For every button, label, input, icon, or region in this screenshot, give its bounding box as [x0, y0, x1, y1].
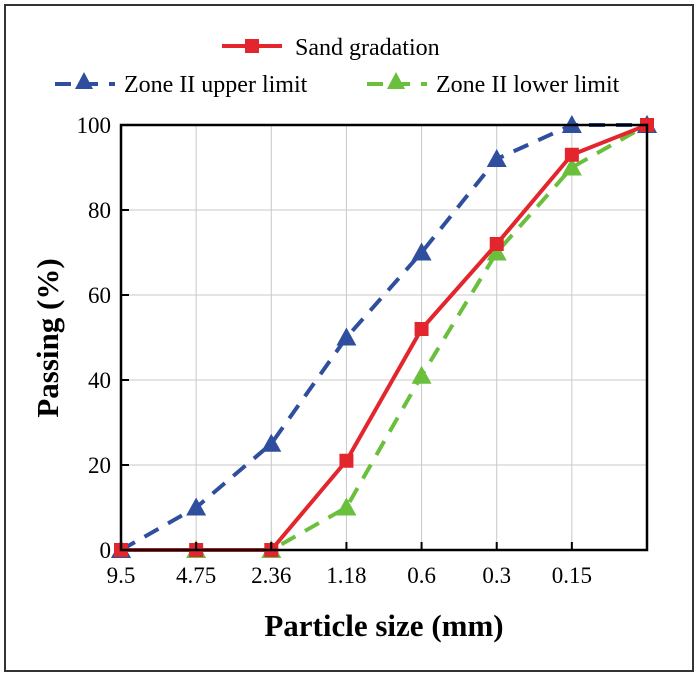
data-point-zone-ii-lower-limit [486, 242, 507, 261]
data-point-sand-gradation [339, 453, 354, 468]
data-point-zone-ii-upper-limit [186, 497, 207, 516]
series-line-zone-ii-lower-limit [121, 123, 648, 552]
legend-label-zone-ii-lower-limit: Zone II lower limit [436, 72, 620, 98]
plot-border [119, 123, 649, 552]
data-point-zone-ii-lower-limit [561, 157, 582, 176]
data-point-zone-ii-lower-limit [336, 497, 357, 516]
y-tick-label: 100 [77, 113, 112, 138]
data-point-sand-gradation [489, 237, 504, 251]
data-point-zone-ii-upper-limit [486, 149, 507, 167]
grid-lines [121, 125, 647, 550]
legend-entry-zone-ii-lower-limit: Zone II lower limit [367, 72, 620, 98]
legend-label-sand-gradation: Sand gradation [295, 35, 440, 61]
x-tick-label: 9.5 [107, 563, 136, 588]
series-line-sand-gradation [121, 123, 648, 552]
legend-marker-sand-gradation [245, 39, 259, 53]
x-tick-label: 2.36 [251, 563, 291, 588]
x-tick-label: 4.75 [176, 563, 216, 588]
series-line-zone-ii-upper-limit [120, 123, 647, 552]
data-point-zone-ii-lower-limit [411, 365, 432, 384]
y-tick-label: 40 [88, 368, 111, 393]
x-tick-label: 0.6 [407, 563, 436, 588]
data-point-zone-ii-upper-limit [336, 327, 357, 346]
y-tick-label: 20 [88, 453, 111, 478]
legend-marker-zone-ii-lower-limit [387, 72, 405, 89]
x-tick-label: 1.18 [326, 563, 366, 588]
series-layer [111, 115, 657, 558]
data-point-sand-gradation [564, 147, 579, 162]
legend: Sand gradation Zone II upper limit Zone … [55, 35, 620, 98]
legend-marker-zone-ii-upper-limit [75, 72, 93, 89]
y-tick-label: 80 [88, 198, 111, 223]
data-point-sand-gradation [414, 322, 429, 336]
data-point-zone-ii-upper-limit [261, 433, 282, 452]
legend-label-zone-ii-upper-limit: Zone II upper limit [124, 72, 308, 98]
y-axis-title: Passing (%) [30, 258, 65, 417]
legend-entry-sand-gradation: Sand gradation [222, 35, 440, 61]
legend-entry-zone-ii-upper-limit: Zone II upper limit [55, 72, 308, 98]
axis-ticks: 0 20 40 60 80 100 9.5 4.75 2.36 1.18 0.6 0.3 0.15 [77, 113, 648, 588]
x-tick-label: 0.15 [552, 563, 592, 588]
y-tick-label: 0 [100, 538, 112, 563]
y-tick-label: 60 [88, 283, 111, 308]
data-point-zone-ii-upper-limit [411, 242, 432, 261]
x-axis-title: Particle size (mm) [264, 608, 503, 643]
x-tick-label: 0.3 [482, 563, 511, 588]
